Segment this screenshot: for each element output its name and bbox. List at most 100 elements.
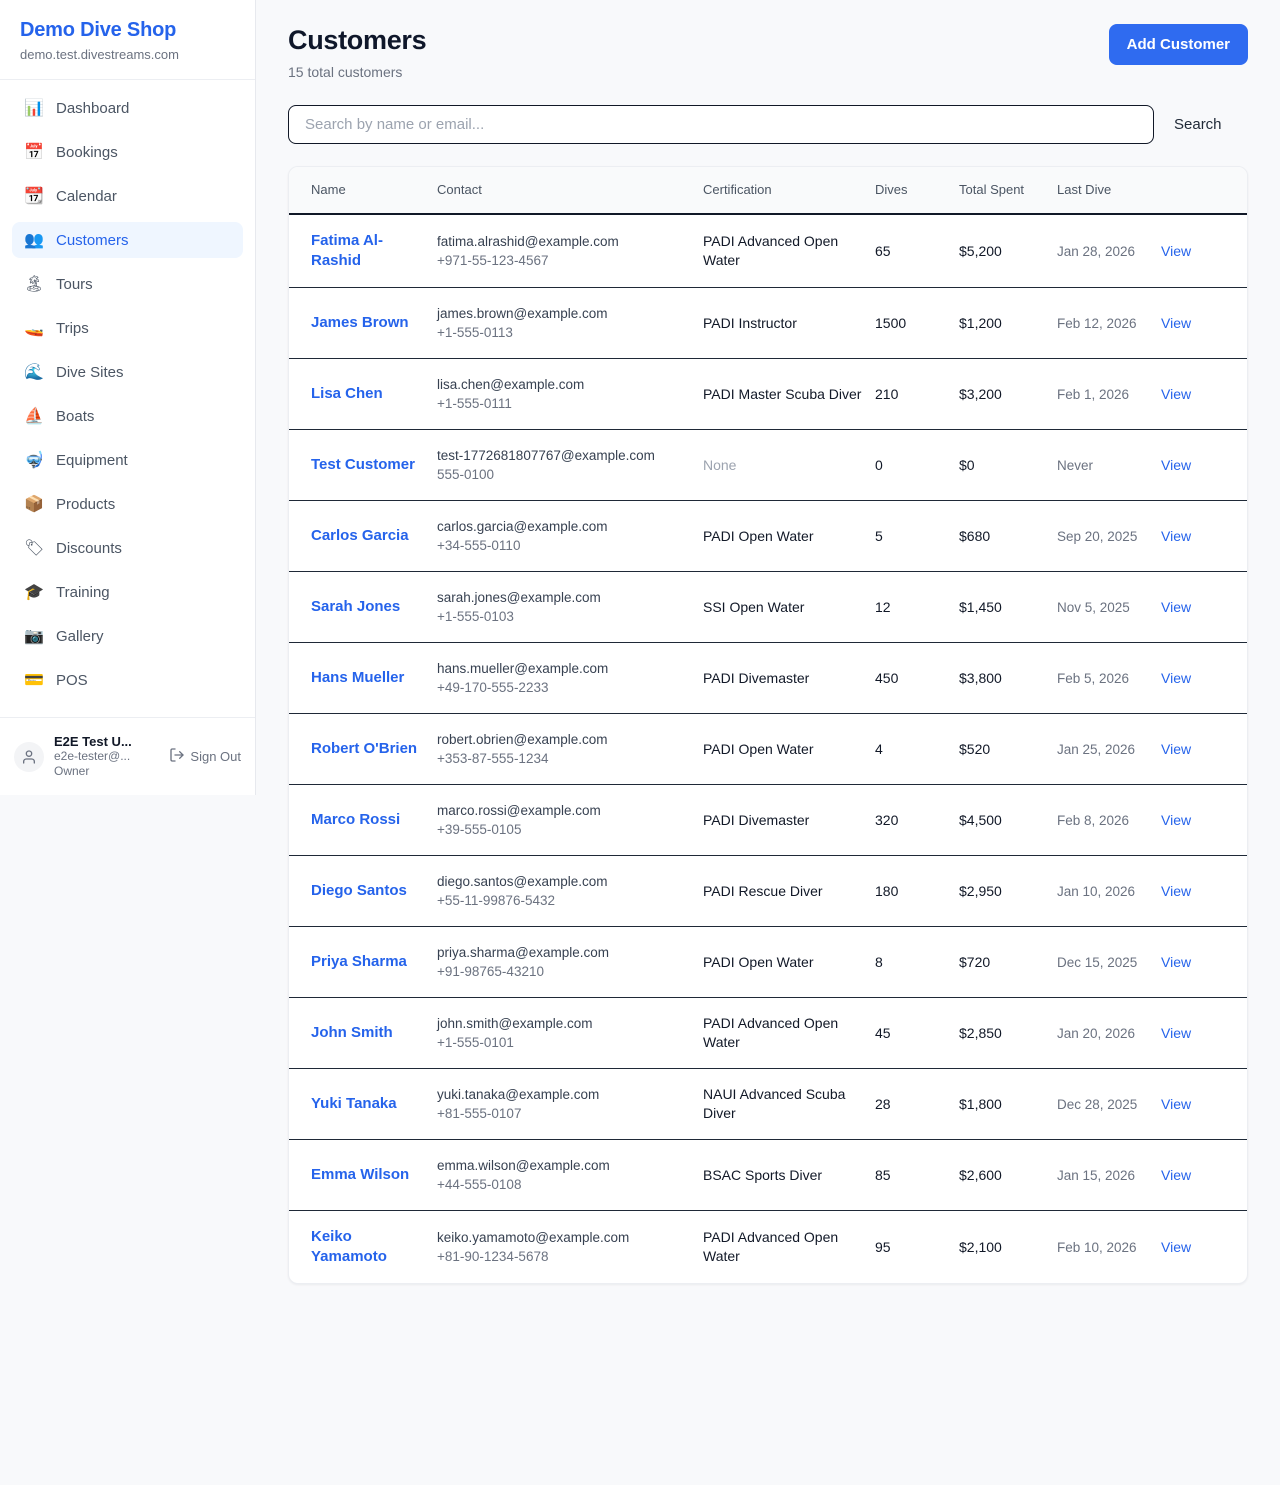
brand-block[interactable]: Demo Dive Shop demo.test.divestreams.com — [0, 0, 255, 80]
cell-certification: PADI Master Scuba Diver — [703, 359, 875, 430]
sidebar-item-equipment[interactable]: 🤿 Equipment — [12, 442, 243, 478]
cell-name: Lisa Chen — [289, 359, 437, 430]
sidebar-item-gallery[interactable]: 📷 Gallery — [12, 618, 243, 654]
customer-name-link[interactable]: James Brown — [311, 314, 409, 331]
view-link[interactable]: View — [1161, 1166, 1192, 1183]
customer-name-link[interactable]: Marco Rossi — [311, 811, 401, 828]
view-link[interactable]: View — [1161, 598, 1192, 615]
cell-contact: john.smith@example.com +1-555-0101 — [437, 998, 703, 1069]
customer-name-link[interactable]: Lisa Chen — [311, 385, 383, 402]
cell-total-spent: $2,100 — [959, 1238, 1002, 1255]
customer-email: robert.obrien@example.com — [437, 732, 608, 747]
view-link[interactable]: View — [1161, 1238, 1192, 1255]
cell-contact: emma.wilson@example.com +44-555-0108 — [437, 1140, 703, 1211]
table-row: Carlos Garcia carlos.garcia@example.com +3… — [289, 501, 1247, 572]
sidebar-item-bookings[interactable]: 📅 Bookings — [12, 134, 243, 170]
cell-certification: PADI Instructor — [703, 288, 875, 359]
customer-name-link[interactable]: Sarah Jones — [311, 598, 401, 615]
sidebar-item-label: Gallery — [56, 627, 104, 645]
cell-dives: 320 — [875, 811, 899, 828]
view-link[interactable]: View — [1161, 953, 1192, 970]
cell-actions: View — [1161, 785, 1247, 856]
sidebar-item-products[interactable]: 📦 Products — [12, 486, 243, 522]
view-link[interactable]: View — [1161, 385, 1192, 402]
view-link[interactable]: View — [1161, 527, 1192, 544]
avatar — [14, 741, 44, 772]
table-body: Fatima Al-Rashid fatima.alrashid@example.… — [289, 214, 1247, 1283]
cell-name: Carlos Garcia — [289, 501, 437, 572]
customer-name-link[interactable]: Keiko Yamamoto — [311, 1228, 387, 1265]
sidebar-item-pos[interactable]: 💳 POS — [12, 662, 243, 698]
table-head: Name Contact Certification Dives Total Spent… — [289, 167, 1247, 214]
cell-actions: View — [1161, 643, 1247, 714]
cell-dives: 5 — [875, 527, 883, 544]
cell-contact: fatima.alrashid@example.com +971-55-123-4… — [437, 214, 703, 288]
cell-last-dive: Feb 5, 2026 — [1057, 670, 1130, 686]
cell-name: Keiko Yamamoto — [289, 1211, 437, 1284]
cell-certification: PADI Advanced Open Water — [703, 214, 875, 288]
user-email: e2e-tester@... — [54, 749, 131, 763]
certification-value: PADI Master Scuba Diver — [703, 385, 862, 402]
view-link[interactable]: View — [1161, 811, 1192, 828]
customer-name-link[interactable]: Yuki Tanaka — [311, 1095, 397, 1112]
view-link[interactable]: View — [1161, 669, 1192, 686]
sidebar-item-dive-sites[interactable]: 🌊 Dive Sites — [12, 354, 243, 390]
cell-dives: 180 — [875, 882, 899, 899]
sidebar-item-discounts[interactable]: 🏷 Discounts — [12, 530, 243, 566]
graduation-cap-icon: 🎓 — [24, 582, 44, 601]
sidebar-item-boats[interactable]: ⛵ Boats — [12, 398, 243, 434]
cell-total-spent: $5,200 — [959, 242, 1002, 259]
customer-phone: +91-98765-43210 — [437, 964, 544, 979]
view-link[interactable]: View — [1161, 1095, 1192, 1112]
sidebar-item-dashboard[interactable]: 📊 Dashboard — [12, 90, 243, 126]
certification-value: PADI Advanced Open Water — [703, 1229, 839, 1264]
cell-contact: marco.rossi@example.com +39-555-0105 — [437, 785, 703, 856]
view-link[interactable]: View — [1161, 242, 1192, 259]
sidebar-item-training[interactable]: 🎓 Training — [12, 574, 243, 610]
customer-name-link[interactable]: Test Customer — [311, 456, 415, 473]
page-header-text: Customers 15 total customers — [288, 24, 427, 81]
cell-contact: robert.obrien@example.com +353-87-555-123… — [437, 714, 703, 785]
brand-title: Demo Dive Shop — [20, 19, 177, 41]
customer-email: john.smith@example.com — [437, 1016, 593, 1031]
customer-email: emma.wilson@example.com — [437, 1158, 610, 1173]
table-row: Marco Rossi marco.rossi@example.com +39-55… — [289, 785, 1247, 856]
cell-last-dive: Feb 10, 2026 — [1057, 1239, 1137, 1255]
cell-contact: sarah.jones@example.com +1-555-0103 — [437, 572, 703, 643]
cell-last-dive: Feb 1, 2026 — [1057, 386, 1130, 402]
view-link[interactable]: View — [1161, 882, 1192, 899]
customer-name-link[interactable]: Diego Santos — [311, 882, 407, 899]
sign-out-button[interactable]: Sign Out — [169, 747, 241, 766]
customer-name-link[interactable]: Priya Sharma — [311, 953, 407, 970]
view-link[interactable]: View — [1161, 456, 1192, 473]
sign-out-icon — [169, 747, 185, 766]
customer-name-link[interactable]: Emma Wilson — [311, 1166, 410, 1183]
cell-contact: priya.sharma@example.com +91-98765-43210 — [437, 927, 703, 998]
search-button[interactable]: Search — [1154, 105, 1242, 144]
credit-card-icon: 💳 — [24, 670, 44, 689]
view-link[interactable]: View — [1161, 740, 1192, 757]
sidebar-item-calendar[interactable]: 📆 Calendar — [12, 178, 243, 214]
cell-last-dive: Jan 20, 2026 — [1057, 1025, 1136, 1041]
customer-name-link[interactable]: Carlos Garcia — [311, 527, 409, 544]
customer-name-link[interactable]: Robert O'Brien — [311, 740, 418, 757]
sidebar-item-customers[interactable]: 👥 Customers — [12, 222, 243, 258]
customer-name-link[interactable]: Hans Mueller — [311, 669, 405, 686]
certification-value: PADI Advanced Open Water — [703, 1015, 839, 1050]
cell-contact: james.brown@example.com +1-555-0113 — [437, 288, 703, 359]
cell-last-dive: Feb 8, 2026 — [1057, 812, 1130, 828]
cell-name: John Smith — [289, 998, 437, 1069]
sidebar-item-label: POS — [56, 671, 88, 689]
add-customer-button[interactable]: Add Customer — [1108, 24, 1248, 65]
cell-dives: 95 — [875, 1238, 891, 1255]
sidebar-item-tours[interactable]: 🏝 Tours — [12, 266, 243, 302]
certification-value: PADI Divemaster — [703, 669, 810, 686]
search-input[interactable] — [288, 105, 1154, 144]
view-link[interactable]: View — [1161, 1024, 1192, 1041]
sidebar-item-trips[interactable]: 🚤 Trips — [12, 310, 243, 346]
table-row: Hans Mueller hans.mueller@example.com +49-… — [289, 643, 1247, 714]
customer-name-link[interactable]: Fatima Al-Rashid — [311, 232, 383, 269]
customer-name-link[interactable]: John Smith — [311, 1024, 393, 1041]
cell-dives: 65 — [875, 242, 891, 259]
view-link[interactable]: View — [1161, 314, 1192, 331]
